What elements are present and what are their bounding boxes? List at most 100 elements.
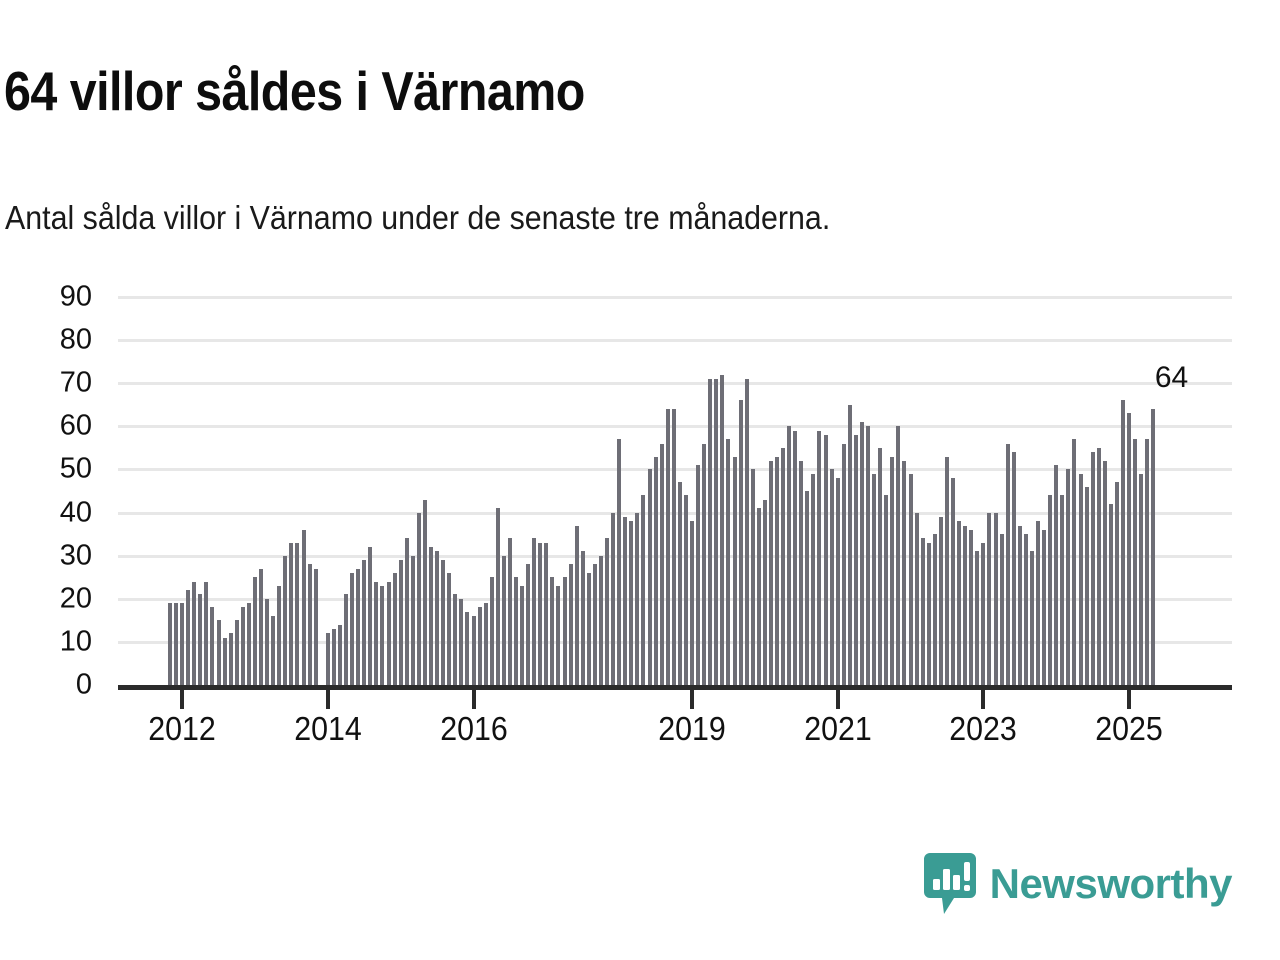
x-axis-tick-label: 2014 <box>294 710 362 747</box>
x-axis-tick <box>180 690 185 709</box>
x-axis-tick-label: 2012 <box>148 710 216 747</box>
y-axis-tick-label: 90 <box>59 280 92 313</box>
x-axis-tick <box>1127 690 1132 709</box>
bar <box>799 460 804 685</box>
bar <box>835 478 840 685</box>
bar <box>1042 529 1047 685</box>
bar <box>629 521 634 685</box>
bar <box>386 581 391 685</box>
bar <box>501 555 506 685</box>
bar <box>829 469 834 685</box>
bar <box>714 378 719 685</box>
bar <box>192 581 197 685</box>
bar-series <box>118 297 1232 685</box>
bar <box>216 620 221 685</box>
x-axis-line <box>118 685 1232 690</box>
bar <box>993 512 998 685</box>
bar <box>756 508 761 685</box>
y-axis-tick-label: 40 <box>59 496 92 529</box>
bar <box>259 568 264 685</box>
bar <box>859 422 864 685</box>
bar <box>623 516 628 685</box>
bar <box>1133 439 1138 685</box>
x-axis-tick <box>981 690 986 709</box>
bar <box>283 555 288 685</box>
bar <box>453 594 458 685</box>
page-subtitle: Antal sålda villor i Värnamo under de se… <box>5 199 831 236</box>
bar <box>702 443 707 685</box>
bar <box>586 572 591 685</box>
x-axis-tick-label: 2019 <box>658 710 726 747</box>
bar <box>513 577 518 685</box>
bar <box>556 585 561 685</box>
bar <box>459 598 464 685</box>
bar <box>847 404 852 685</box>
x-axis-ticks <box>118 690 1232 710</box>
bar <box>732 456 737 685</box>
bar <box>635 512 640 685</box>
bar <box>416 512 421 685</box>
bar <box>574 525 579 685</box>
bar <box>951 478 956 685</box>
bar <box>690 521 695 685</box>
brand-name: Newsworthy <box>989 860 1233 907</box>
bar <box>611 512 616 685</box>
bar <box>277 585 282 685</box>
bar <box>926 542 931 685</box>
bar <box>410 555 415 685</box>
y-axis-tick-label: 30 <box>59 539 92 572</box>
bar <box>659 443 664 685</box>
bar <box>471 616 476 685</box>
bar <box>677 482 682 685</box>
bar <box>605 538 610 685</box>
bar <box>1036 521 1040 685</box>
bar <box>204 581 209 685</box>
bar <box>963 525 968 685</box>
page-title: 64 villor såldes i Värnamo <box>4 59 585 122</box>
bar <box>696 465 701 685</box>
gridline <box>118 339 1232 343</box>
bar <box>289 542 294 685</box>
y-axis-tick-label: 80 <box>59 323 92 356</box>
bar <box>665 409 670 685</box>
bar <box>447 572 452 685</box>
bar <box>1096 447 1101 685</box>
bar <box>841 443 846 685</box>
bar <box>1139 473 1144 685</box>
bar <box>168 603 172 685</box>
bar <box>568 564 573 685</box>
bar <box>975 551 980 685</box>
bar <box>1023 534 1028 685</box>
bar <box>720 374 725 685</box>
bar <box>228 633 233 685</box>
bar <box>592 564 597 685</box>
bar <box>222 637 227 685</box>
bar <box>580 551 585 685</box>
bar <box>647 469 652 685</box>
plot-area: 64 <box>118 290 1232 690</box>
bar <box>671 409 676 685</box>
bar <box>811 473 816 685</box>
bar <box>331 628 336 685</box>
bar <box>495 508 500 685</box>
bar <box>307 564 312 685</box>
bar <box>368 547 373 685</box>
bar <box>435 551 440 685</box>
bar <box>738 400 743 685</box>
newsworthy-logo: Newsworthy <box>923 853 1233 915</box>
bar <box>265 598 270 685</box>
bar <box>380 585 385 685</box>
bar <box>744 378 749 685</box>
gridline <box>118 382 1232 386</box>
bar <box>969 529 974 685</box>
bar <box>1005 443 1010 685</box>
bar <box>1120 400 1125 685</box>
bar <box>878 447 883 685</box>
bar <box>1145 439 1150 685</box>
bar <box>429 547 433 685</box>
bar <box>1048 495 1053 685</box>
bar <box>1011 452 1016 685</box>
bar <box>768 460 773 685</box>
bar <box>750 469 755 685</box>
bar <box>234 620 239 685</box>
